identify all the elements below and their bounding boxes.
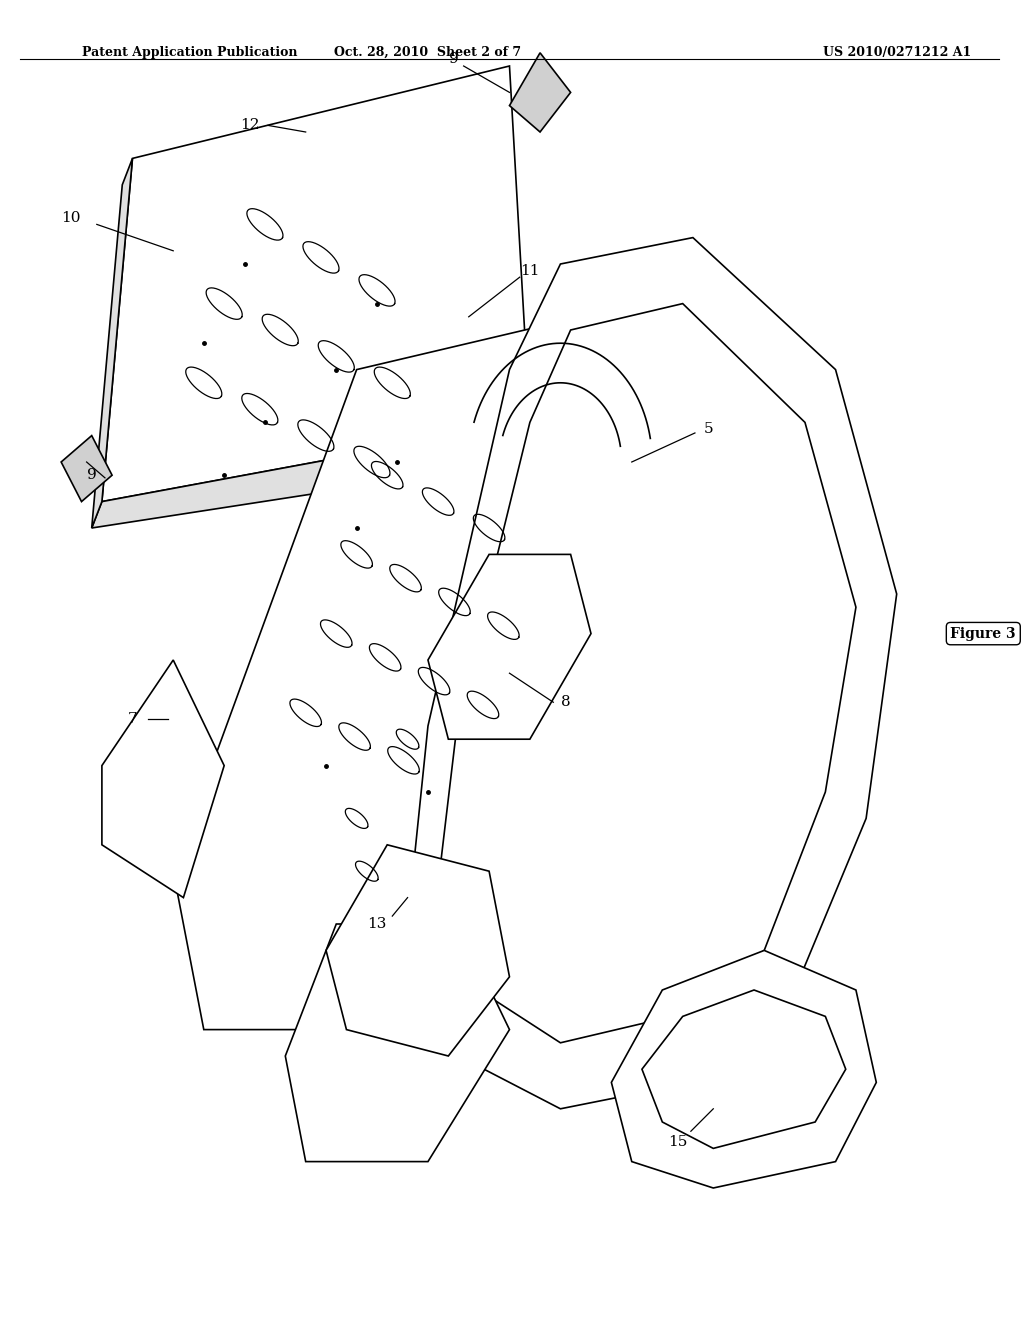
Polygon shape bbox=[510, 53, 570, 132]
Text: Oct. 28, 2010  Sheet 2 of 7: Oct. 28, 2010 Sheet 2 of 7 bbox=[335, 46, 521, 59]
Text: 8: 8 bbox=[561, 696, 570, 709]
Polygon shape bbox=[102, 660, 224, 898]
Polygon shape bbox=[92, 158, 132, 528]
Text: 10: 10 bbox=[61, 211, 81, 224]
Text: 5: 5 bbox=[703, 422, 713, 436]
Polygon shape bbox=[92, 422, 529, 528]
Polygon shape bbox=[642, 990, 846, 1148]
Text: 7: 7 bbox=[128, 713, 137, 726]
Text: Figure 3: Figure 3 bbox=[950, 627, 1016, 640]
Text: 9: 9 bbox=[449, 53, 459, 66]
Polygon shape bbox=[102, 66, 529, 502]
Text: 15: 15 bbox=[668, 1135, 687, 1148]
Polygon shape bbox=[286, 924, 510, 1162]
Polygon shape bbox=[173, 290, 733, 1030]
Text: 9: 9 bbox=[87, 469, 96, 482]
Polygon shape bbox=[326, 845, 510, 1056]
Polygon shape bbox=[408, 238, 897, 1109]
Polygon shape bbox=[61, 436, 112, 502]
Polygon shape bbox=[428, 554, 591, 739]
Polygon shape bbox=[611, 950, 877, 1188]
Text: US 2010/0271212 A1: US 2010/0271212 A1 bbox=[822, 46, 971, 59]
Polygon shape bbox=[438, 304, 856, 1043]
Text: 13: 13 bbox=[368, 917, 387, 931]
Text: 12: 12 bbox=[240, 119, 259, 132]
Text: Patent Application Publication: Patent Application Publication bbox=[82, 46, 297, 59]
Text: 11: 11 bbox=[520, 264, 540, 277]
